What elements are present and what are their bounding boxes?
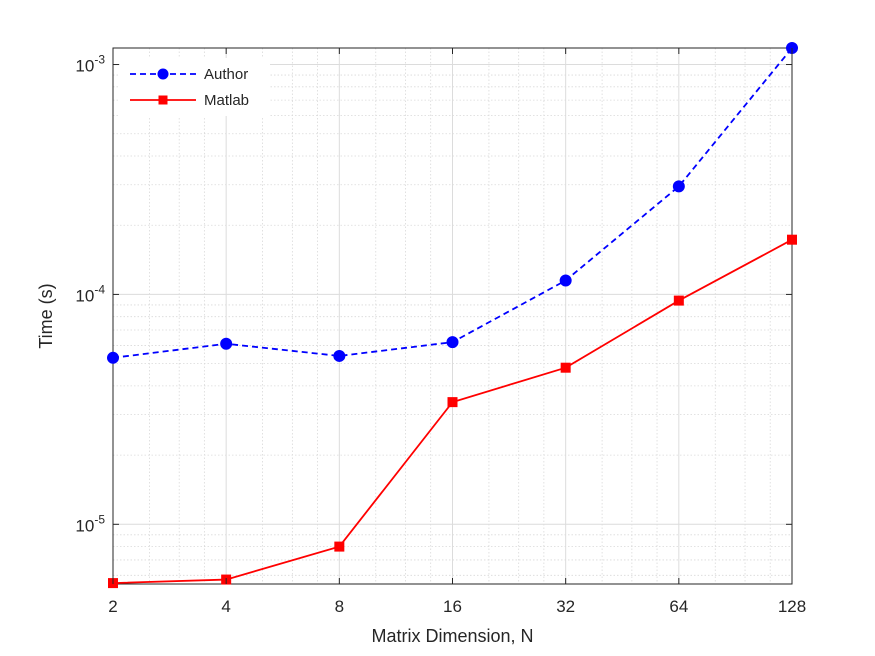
y-tick-base: 10 (75, 57, 94, 76)
data-point-matlab (334, 541, 345, 552)
legend-label-matlab: Matlab (204, 92, 249, 109)
legend: Author Matlab (120, 58, 270, 116)
y-tick-exponent: -5 (94, 512, 105, 526)
data-point-author (220, 337, 233, 350)
legend-item-author: Author (130, 66, 248, 83)
legend-label-author: Author (204, 66, 248, 83)
y-tick-label: 10-3 (75, 53, 105, 76)
y-tick-label: 10-5 (75, 512, 105, 535)
y-tick-label: 10-4 (75, 282, 105, 305)
y-tick-base: 10 (75, 286, 94, 305)
legend-marker-matlab (158, 95, 168, 105)
legend-marker-author (157, 68, 169, 80)
y-tick-exponent: -3 (94, 53, 105, 67)
x-axis-ticks: 2 4 8 16 32 64 128 (108, 48, 806, 616)
x-tick-label: 128 (778, 597, 806, 616)
x-tick-label: 8 (335, 597, 344, 616)
data-point-matlab (787, 234, 797, 245)
x-tick-label: 32 (556, 597, 575, 616)
x-tick-label: 2 (108, 597, 117, 616)
y-tick-base: 10 (75, 516, 94, 535)
data-point-author (446, 336, 459, 349)
x-tick-label: 64 (669, 597, 688, 616)
legend-box (120, 58, 270, 116)
data-point-author (559, 274, 572, 287)
x-tick-label: 4 (221, 597, 230, 616)
y-axis-label: Time (s) (36, 283, 56, 348)
data-point-author (107, 351, 119, 364)
data-point-matlab (673, 295, 684, 306)
y-tick-exponent: -4 (94, 282, 105, 296)
data-point-matlab (560, 362, 571, 373)
x-axis-label: Matrix Dimension, N (371, 626, 533, 646)
x-tick-label: 16 (443, 597, 462, 616)
major-grid (112, 48, 793, 584)
data-point-author (333, 349, 346, 362)
data-point-author (672, 180, 685, 193)
legend-item-matlab: Matlab (130, 92, 249, 109)
data-point-matlab (447, 397, 458, 408)
y-axis-ticks: 10-510-410-3 (75, 53, 792, 535)
